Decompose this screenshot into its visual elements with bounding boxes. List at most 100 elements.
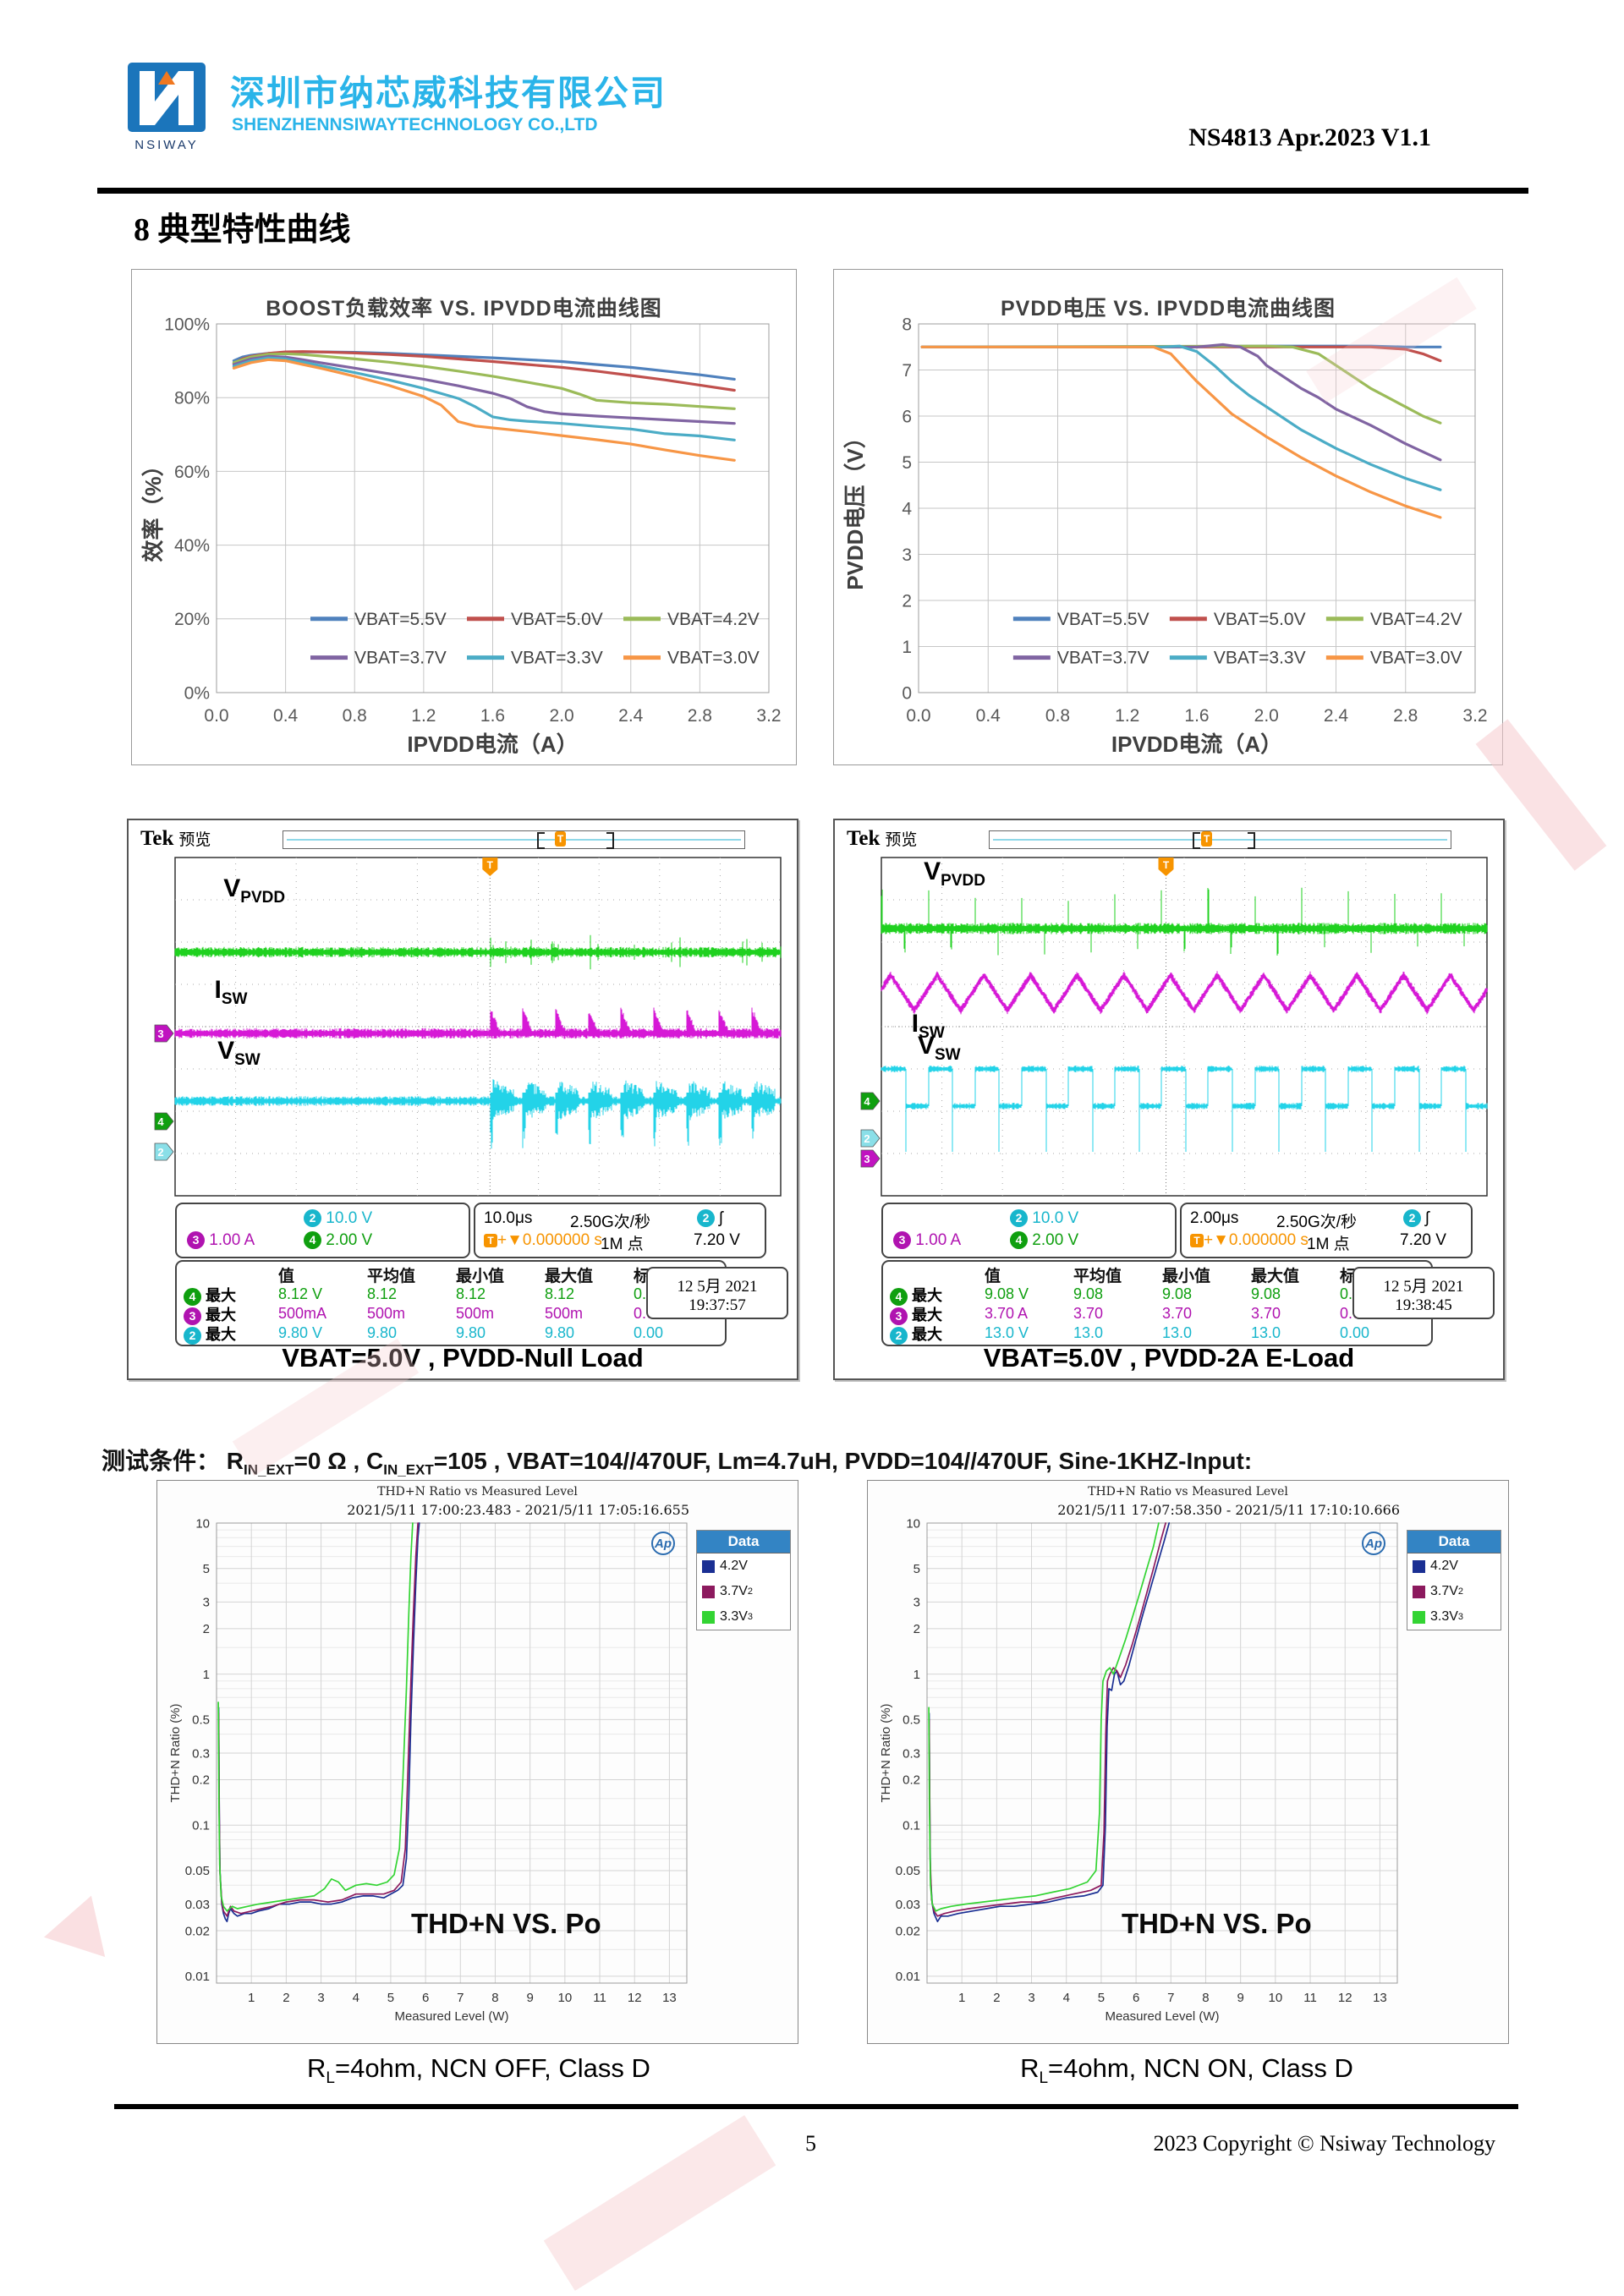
trace-label: ISW (214, 976, 248, 1008)
svg-text:0.05: 0.05 (896, 1864, 920, 1878)
svg-text:13: 13 (662, 1991, 677, 2005)
svg-text:80%: 80% (174, 389, 210, 408)
svg-text:3: 3 (902, 545, 912, 565)
measurement-row-label: 2 最大 (890, 1323, 942, 1345)
chart-thd-ncn-on: THD+N Ratio vs Measured Level 2021/5/11 1… (867, 1480, 1509, 2044)
svg-text:2.0: 2.0 (1254, 706, 1279, 726)
svg-text:12: 12 (1338, 1991, 1352, 2005)
svg-text:0.02: 0.02 (896, 1924, 920, 1938)
svg-text:0.8: 0.8 (1045, 706, 1070, 726)
channel-setting: 4 2.00 V (304, 1231, 372, 1250)
measurement-value: 9.80 V (278, 1324, 323, 1341)
svg-text:VBAT=5.0V: VBAT=5.0V (1214, 610, 1306, 629)
scope-datetime: 12 5月 2021 19:37:57 (646, 1267, 788, 1319)
measurement-value: 8.12 V (278, 1285, 323, 1302)
svg-text:0.02: 0.02 (185, 1924, 210, 1938)
svg-text:1.2: 1.2 (1115, 706, 1139, 726)
svg-text:7: 7 (902, 361, 912, 381)
svg-text:8: 8 (902, 315, 912, 334)
svg-text:3: 3 (1028, 1991, 1034, 2005)
svg-text:VBAT=4.2V: VBAT=4.2V (667, 610, 760, 629)
scope-acquisition-bar: T (283, 830, 745, 849)
svg-text:1: 1 (914, 1668, 920, 1682)
chart-pvdd-voltage: PVDD电压 VS. IPVDD电流曲线图 0.0 0.4 0.8 1.2 1.6 2.0 2… (833, 269, 1503, 765)
measurement-value: 0.00 (634, 1324, 664, 1341)
svg-text:2.4: 2.4 (1324, 706, 1349, 726)
measurement-value: 13.0 V (985, 1324, 1029, 1341)
trace-label: VPVDD (924, 858, 985, 890)
svg-text:0.05: 0.05 (185, 1864, 210, 1878)
svg-text:4: 4 (1063, 1991, 1070, 2005)
svg-text:VBAT=4.2V: VBAT=4.2V (1370, 610, 1462, 629)
svg-text:0.0: 0.0 (204, 706, 228, 726)
svg-text:60%: 60% (174, 463, 210, 482)
svg-text:13: 13 (1373, 1991, 1387, 2005)
svg-text:0.5: 0.5 (192, 1713, 210, 1728)
svg-text:5: 5 (914, 1562, 920, 1576)
svg-text:T: T (1163, 859, 1170, 871)
svg-text:0.01: 0.01 (185, 1970, 210, 1984)
svg-text:2: 2 (914, 1622, 920, 1636)
svg-text:4: 4 (353, 1991, 359, 2005)
svg-text:0%: 0% (184, 683, 210, 703)
thd-chart-title: THD+N Ratio vs Measured Level (1088, 1485, 1288, 1499)
measurement-value: 13.0 (1073, 1324, 1104, 1341)
scope-channel-settings: 2 10.0 V 3 1.00 A 4 2.00 V (175, 1203, 470, 1258)
svg-text:T: T (487, 859, 494, 871)
measurement-value: 9.80 (367, 1324, 398, 1341)
svg-text:7: 7 (1167, 1991, 1174, 2005)
scope-null-load: Tek 预览 T T 3 4 2 VPVDD ISW VSW 2 10.0 V 3 1.00 A 4 2… (127, 819, 798, 1380)
svg-text:0.1: 0.1 (192, 1818, 210, 1833)
measurement-value: 8.12 (367, 1285, 398, 1302)
measurement-value: 500m (367, 1305, 406, 1322)
thd-chart-title: THD+N Ratio vs Measured Level (377, 1485, 578, 1499)
measurement-value: 9.08 (1162, 1285, 1193, 1302)
svg-text:Measured Level (W): Measured Level (W) (1105, 2009, 1219, 2024)
thd-timestamp: 2021/5/11 17:07:58.350 - 2021/5/11 17:10… (1057, 1502, 1400, 1518)
scope-timebase-settings: 10.0μs 2.50G次/秒 2 ʃ T +▼0.000000 s 1M 点 7.20 V (474, 1203, 766, 1258)
channel-setting: 2 10.0 V (304, 1209, 372, 1228)
legend-swatch-icon (1413, 1610, 1425, 1624)
scope-vendor-label: Tek 预览 (140, 827, 211, 850)
svg-text:1: 1 (902, 638, 912, 657)
scope-2a-eload: Tek 预览 T T 4 2 3 VPVDD ISW VSW 2 10.0 V 3 1.00 A 4 2… (833, 819, 1505, 1380)
measurement-row-label: 3 最大 (890, 1303, 942, 1325)
thd-legend-title: Data (1407, 1531, 1501, 1553)
chart-svg: 0.0 0.4 0.8 1.2 1.6 2.0 2.4 2.8 3.2 0 1 2 3 4 5 6 7 8 IPVD… (842, 315, 1488, 757)
measurement-value: 13.0 (1251, 1324, 1281, 1341)
scope-grid: T 3 4 2 (154, 857, 782, 1197)
svg-text:VBAT=3.0V: VBAT=3.0V (1370, 649, 1462, 668)
thd-big-label: THD+N VS. Po (1122, 1908, 1312, 1939)
channel-setting: 3 1.00 A (893, 1231, 961, 1250)
svg-text:11: 11 (1303, 1991, 1317, 2005)
scope-acquisition-bar: T (989, 830, 1451, 849)
logo-nsiway-text: NSIWAY (134, 138, 199, 152)
scope-grid: T 4 2 3 (860, 857, 1489, 1197)
svg-text:2: 2 (902, 591, 912, 611)
channel-setting: 3 1.00 A (187, 1231, 255, 1250)
measurement-value: 3.70 A (985, 1305, 1029, 1322)
svg-text:Measured Level (W): Measured Level (W) (394, 2009, 508, 2024)
legend-swatch-icon (702, 1585, 715, 1598)
svg-text:Ap: Ap (1364, 1537, 1382, 1551)
svg-text:2.8: 2.8 (688, 706, 712, 726)
svg-text:10: 10 (195, 1518, 210, 1531)
measurement-row-label: 4 最大 (890, 1284, 942, 1306)
page-number: 5 (805, 2131, 816, 2156)
trace-label: VSW (217, 1037, 261, 1069)
svg-text:1: 1 (958, 1991, 965, 2005)
svg-text:5: 5 (387, 1991, 394, 2005)
measurement-value: 0.00 (1340, 1324, 1370, 1341)
trigger-icon: T (555, 831, 566, 847)
svg-text:6: 6 (902, 407, 912, 426)
company-name-en: SHENZHENNSIWAYTECHNOLOGY CO.,LTD (232, 115, 598, 134)
svg-text:11: 11 (593, 1991, 606, 2005)
thd-legend-entry: 4.2V (1407, 1553, 1501, 1579)
svg-text:10: 10 (558, 1991, 573, 2005)
svg-text:3: 3 (157, 1027, 163, 1040)
measurement-value: 500mA (278, 1305, 327, 1322)
svg-text:3: 3 (317, 1991, 324, 2005)
svg-text:5: 5 (1098, 1991, 1105, 2005)
measurement-value: 9.80 (456, 1324, 486, 1341)
svg-text:0.03: 0.03 (185, 1898, 210, 1912)
